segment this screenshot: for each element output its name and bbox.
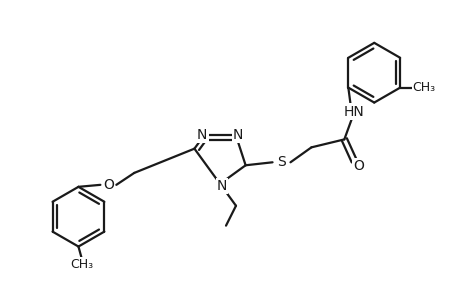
Text: S: S bbox=[276, 155, 285, 169]
Text: O: O bbox=[352, 159, 363, 173]
Text: N: N bbox=[216, 179, 227, 193]
Text: N: N bbox=[196, 128, 207, 142]
Text: CH₃: CH₃ bbox=[70, 258, 93, 271]
Text: N: N bbox=[232, 128, 242, 142]
Text: CH₃: CH₃ bbox=[412, 81, 435, 94]
Text: O: O bbox=[103, 178, 113, 192]
Text: HN: HN bbox=[343, 104, 364, 118]
